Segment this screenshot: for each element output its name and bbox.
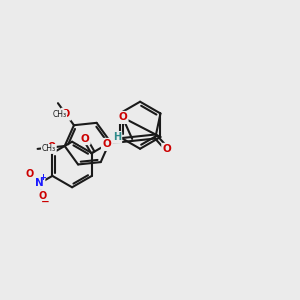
Text: O: O — [118, 112, 127, 122]
Text: O: O — [103, 140, 111, 149]
Text: O: O — [80, 134, 89, 143]
Text: N: N — [35, 178, 44, 188]
Text: CH₃: CH₃ — [42, 144, 56, 153]
Text: O: O — [47, 142, 55, 152]
Text: O: O — [26, 169, 34, 179]
Text: −: − — [40, 196, 49, 206]
Text: O: O — [62, 109, 70, 119]
Text: CH₃: CH₃ — [52, 110, 67, 119]
Text: H: H — [112, 132, 121, 142]
Text: O: O — [163, 144, 172, 154]
Text: O: O — [38, 191, 46, 201]
Text: +: + — [39, 173, 46, 182]
